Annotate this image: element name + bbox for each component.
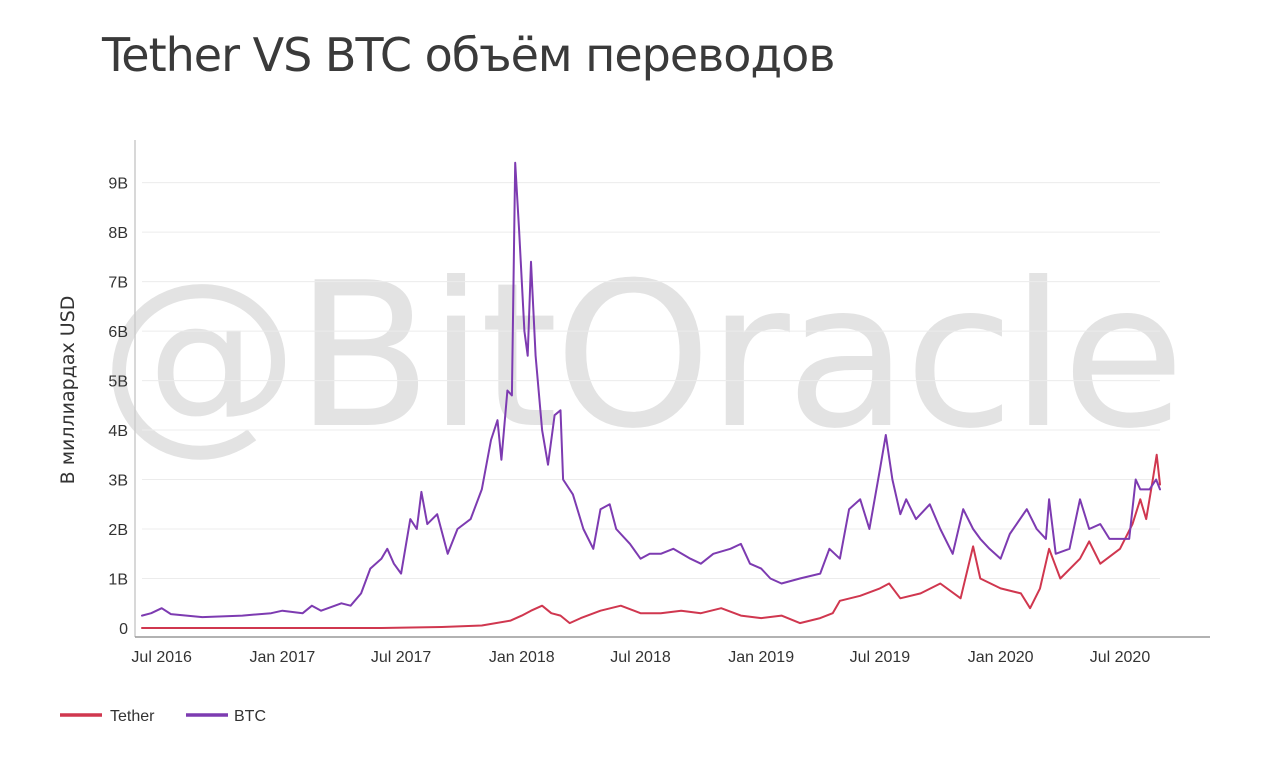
y-tick-label: 7B — [108, 275, 128, 292]
legend-label: BTC — [234, 708, 266, 725]
x-tick-label: Jan 2019 — [728, 649, 794, 666]
y-tick-label: 9B — [108, 176, 128, 193]
x-tick-label: Jul 2018 — [610, 649, 671, 666]
x-tick-label: Jan 2020 — [968, 649, 1034, 666]
page-title: Tether VS BTC объём переводов — [102, 28, 835, 82]
legend[interactable]: Tether BTC — [60, 708, 266, 725]
series-line-btc — [141, 161, 1161, 619]
y-tick-label: 1B — [108, 572, 128, 589]
legend-item-btc[interactable]: BTC — [186, 708, 266, 725]
watermark-text: @BitOracle — [99, 240, 1181, 473]
gridlines — [142, 182, 1160, 580]
x-tick-label: Jan 2018 — [489, 649, 555, 666]
y-tick-label: 5B — [108, 374, 128, 391]
y-axis-ticks: 0 1B 2B 3B 4B 5B 6B 7B 8B 9B — [108, 176, 128, 638]
x-tick-label: Jul 2020 — [1090, 649, 1151, 666]
x-tick-label: Jul 2016 — [131, 649, 192, 666]
y-tick-label: 3B — [108, 473, 128, 490]
legend-item-tether[interactable]: Tether — [60, 708, 155, 725]
y-tick-label: 2B — [108, 522, 128, 539]
legend-label: Tether — [110, 708, 155, 725]
y-tick-label: 4B — [108, 423, 128, 440]
x-tick-label: Jul 2019 — [850, 649, 911, 666]
series-lines — [141, 161, 1161, 629]
x-tick-label: Jan 2017 — [249, 649, 315, 666]
x-axis-ticks: Jul 2016 Jan 2017 Jul 2017 Jan 2018 Jul 2018… — [131, 649, 1150, 666]
y-tick-label: 6B — [108, 324, 128, 341]
series-line-tether — [141, 453, 1161, 629]
y-tick-label: 0 — [119, 621, 128, 638]
y-axis-label: В миллиардах USD — [57, 296, 79, 485]
axes — [134, 140, 1210, 638]
x-tick-label: Jul 2017 — [371, 649, 432, 666]
y-tick-label: 8B — [108, 225, 128, 242]
